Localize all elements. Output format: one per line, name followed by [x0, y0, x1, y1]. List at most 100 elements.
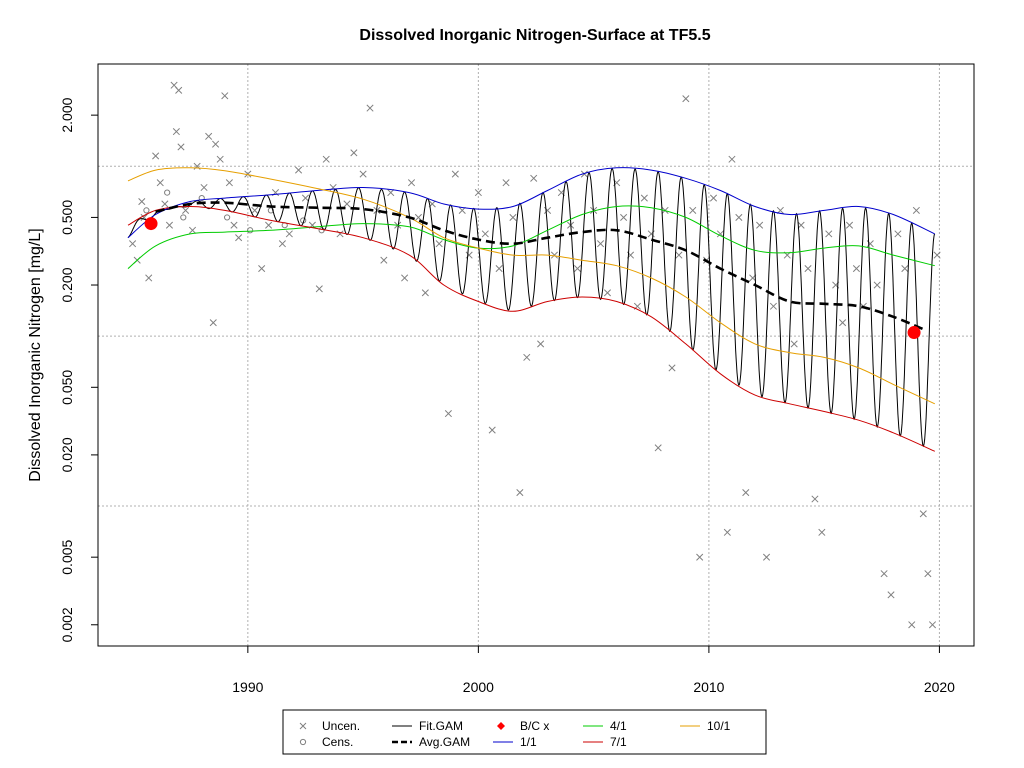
uncensored-point [894, 230, 902, 238]
uncensored-point [387, 189, 395, 197]
legend-label: 7/1 [610, 735, 627, 749]
uncensored-point [221, 92, 229, 100]
uncensored-point [919, 510, 927, 518]
uncensored-point [165, 221, 174, 229]
uncensored-point [762, 553, 771, 561]
x-tick-label: 2010 [693, 679, 724, 695]
uncensored-points [129, 81, 941, 629]
uncensored-point [145, 274, 153, 282]
uncensored-point [285, 230, 293, 238]
y-tick-label: 0.200 [59, 267, 75, 302]
uncensored-point [225, 179, 233, 187]
uncensored-point [696, 553, 704, 561]
uncensored-point [825, 230, 833, 238]
uncensored-point [709, 194, 718, 202]
uncensored-point [421, 289, 429, 297]
uncensored-point [152, 152, 160, 160]
uncensored-point [138, 197, 146, 206]
uncensored-point [216, 155, 224, 163]
uncensored-point [156, 179, 164, 187]
uncensored-point [401, 274, 409, 282]
uncensored-point [129, 240, 137, 248]
uncensored-point [523, 353, 531, 361]
legend-label: Fit.GAM [419, 719, 463, 733]
y-tick-label: 2.000 [59, 97, 75, 132]
x-tick-label: 2000 [463, 679, 494, 695]
uncensored-point [295, 166, 303, 174]
uncensored-point [502, 179, 510, 187]
uncensored-point [682, 95, 690, 103]
uncensored-point [675, 251, 683, 259]
uncensored-point [901, 265, 909, 273]
censored-point [180, 214, 187, 221]
uncensored-point [689, 206, 697, 214]
uncensored-point [407, 179, 416, 187]
bc-point [907, 326, 921, 340]
uncensored-point [880, 570, 888, 578]
uncensored-point [790, 340, 798, 348]
uncensored-point [818, 528, 826, 536]
uncensored-point [414, 213, 422, 221]
uncensored-point [550, 251, 558, 259]
uncensored-point [315, 285, 323, 293]
censored-point [318, 227, 325, 234]
uncensored-point [797, 221, 805, 229]
series-avg-gam [155, 201, 924, 331]
chart-title: Dissolved Inorganic Nitrogen-Surface at … [359, 27, 710, 44]
uncensored-point [343, 200, 351, 208]
censored-point [164, 189, 171, 196]
x-axis: 1990 2000 2010 2020 [232, 645, 955, 695]
uncensored-point [516, 489, 524, 497]
uncensored-point [537, 340, 545, 348]
legend-box [282, 709, 767, 755]
uncensored-point [435, 240, 443, 248]
x-tick-label: 1990 [232, 679, 263, 695]
uncensored-point [212, 140, 220, 148]
uncensored-point [172, 128, 180, 136]
uncensored-point [543, 206, 552, 214]
uncensored-point [580, 170, 588, 178]
uncensored-point [924, 570, 932, 578]
uncensored-point [839, 319, 847, 327]
uncensored-point [654, 444, 662, 452]
uncensored-point [603, 289, 612, 297]
uncensored-point [205, 132, 213, 140]
uncensored-point [488, 426, 496, 434]
uncensored-point [481, 230, 489, 238]
uncensored-point [723, 528, 731, 536]
uncensored-point [509, 213, 517, 221]
uncensored-point [359, 170, 367, 178]
y-tick-label: 0.500 [59, 200, 75, 235]
y-tick-label: 0.020 [59, 437, 75, 472]
uncensored-point [278, 240, 286, 248]
legend-symbol-bc [497, 722, 505, 730]
y-tick-label: 0.050 [59, 370, 75, 405]
uncensored-point [209, 319, 217, 327]
uncensored-point [188, 226, 197, 234]
uncensored-point [728, 155, 736, 163]
uncensored-point [873, 281, 881, 289]
legend-label: Uncen. [322, 719, 360, 733]
series-fit-gam [127, 167, 936, 448]
censored-point [247, 227, 254, 234]
uncensored-point [804, 265, 812, 273]
uncensored-point [177, 143, 185, 151]
y-axis-label: Dissolved Inorganic Nitrogen [mg/L] [27, 228, 44, 481]
legend-label: Avg.GAM [419, 735, 470, 749]
uncensored-point [301, 194, 310, 202]
bc-point [144, 217, 158, 231]
uncensored-point [258, 265, 266, 273]
x-tick-label: 2020 [924, 679, 955, 695]
uncensored-point [866, 240, 874, 248]
uncensored-point [495, 265, 503, 273]
uncensored-point [573, 265, 582, 273]
y-tick-label: 0.005 [59, 539, 75, 574]
uncensored-point [845, 221, 854, 229]
uncensored-point [465, 251, 473, 259]
uncensored-point [596, 240, 605, 248]
uncensored-point [716, 230, 724, 238]
uncensored-point [735, 213, 743, 221]
legend-label: Cens. [322, 735, 353, 749]
uncensored-point [265, 221, 273, 229]
uncensored-point [350, 149, 358, 157]
